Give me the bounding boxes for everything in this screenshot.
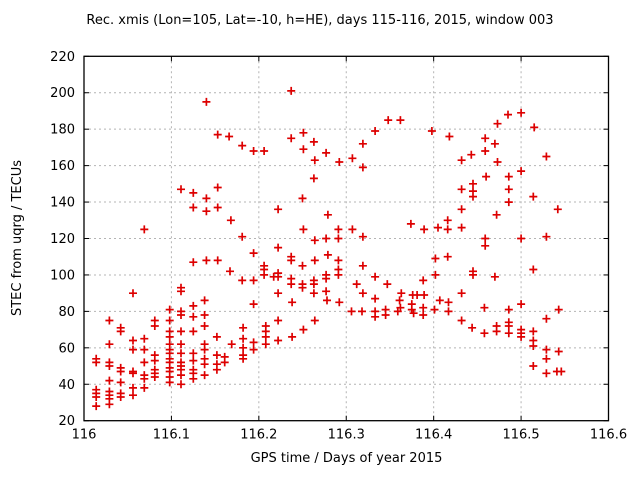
x-tick-label: 116.3 — [328, 428, 365, 443]
x-tick-label: 116.6 — [590, 428, 627, 443]
y-tick-label: 220 — [50, 50, 75, 65]
y-tick-label: 180 — [50, 123, 75, 138]
y-tick-label: 100 — [50, 268, 75, 283]
plot-frame — [83, 55, 610, 422]
y-tick-label: 40 — [58, 378, 75, 393]
x-tick-label: 116.1 — [153, 428, 190, 443]
x-tick-label: 116.4 — [415, 428, 452, 443]
y-tick-label: 120 — [50, 232, 75, 247]
x-tick-label: 116.2 — [240, 428, 277, 443]
y-tick-label: 140 — [50, 196, 75, 211]
chart-title: Rec. xmis (Lon=105, Lat=-10, h=HE), days… — [86, 13, 554, 28]
y-tick-label: 160 — [50, 159, 75, 174]
y-tick-label: 20 — [58, 414, 75, 429]
y-tick-label: 200 — [50, 86, 75, 101]
x-axis-label: GPS time / Days of year 2015 — [250, 451, 443, 466]
y-tick-label: 60 — [58, 341, 75, 356]
x-tick-label: 116 — [72, 428, 97, 443]
data-points — [92, 86, 566, 411]
y-tick-label: 80 — [58, 305, 75, 320]
x-tick-label: 116.5 — [502, 428, 539, 443]
